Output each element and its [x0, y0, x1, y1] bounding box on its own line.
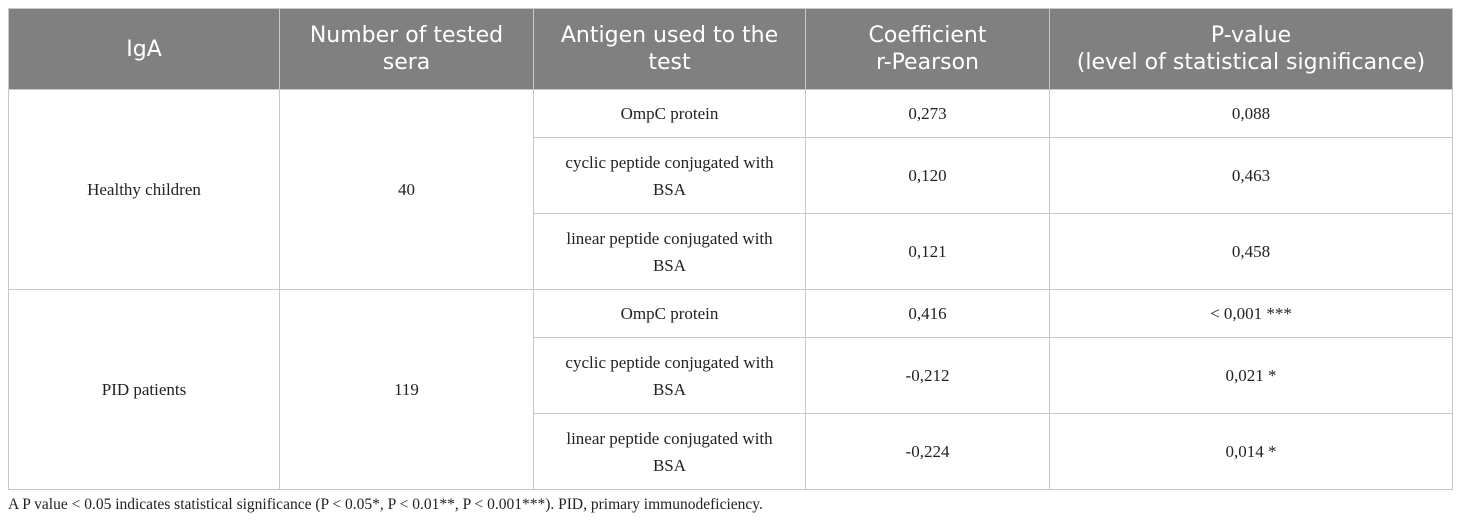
- cell-text: OmpC protein: [620, 304, 719, 323]
- table-row: cyclic peptide conjugated with BSA -0,212…: [9, 337, 1453, 414]
- header-row: IgA Number of tested sera Antigen used to t…: [8, 8, 1453, 90]
- data-table: IgA Number of tested sera Antigen used to t…: [8, 8, 1453, 490]
- cell-text: < 0,001 ***: [1210, 304, 1292, 323]
- r-pearson: 0,121: [805, 213, 1050, 290]
- header-line: P-value: [1210, 23, 1292, 48]
- cell-text: 0,463: [1231, 166, 1271, 185]
- table-body: Healthy children 40 OmpC protein 0,273 0,088…: [8, 89, 1453, 490]
- table-row: Healthy children 40 OmpC protein 0,273 0,088: [8, 89, 1453, 290]
- group-label: PID patients: [8, 289, 280, 490]
- cell-text: linear peptide conjugated with BSA: [566, 228, 773, 275]
- cell-text: 0,416: [908, 304, 947, 323]
- r-pearson: 0,416: [805, 289, 1050, 338]
- antigen: OmpC protein: [533, 289, 806, 338]
- table-row: cyclic peptide conjugated with BSA 0,120 0…: [9, 137, 1453, 214]
- cell-text: 0,458: [1231, 242, 1271, 261]
- header-line: Antigen used to the: [560, 23, 779, 48]
- cell-text: 0,014 *: [1225, 442, 1277, 461]
- header-line: r-Pearson: [876, 50, 979, 75]
- table-row: linear peptide conjugated with BSA -0,224…: [9, 413, 1453, 490]
- table-wrap: IgA Number of tested sera Antigen used to t…: [8, 8, 1453, 490]
- p-value: 0,458: [1049, 213, 1453, 290]
- header-cell: Antigen used to the test: [533, 8, 806, 90]
- cell-text: 0,021 *: [1225, 366, 1277, 385]
- p-value: 0,021 *: [1049, 337, 1453, 414]
- r-pearson: 0,120: [805, 137, 1050, 214]
- header-cell: Coefficient r-Pearson: [805, 8, 1050, 90]
- group-count: 40: [279, 89, 534, 290]
- antigen: linear peptide conjugated with BSA: [533, 213, 806, 290]
- antigen: OmpC protein: [533, 89, 806, 138]
- header-line: sera: [382, 50, 431, 75]
- footnote: A P value < 0.05 indicates statistical s…: [8, 496, 763, 513]
- header-line: test: [648, 50, 691, 75]
- cell-text: -0,224: [905, 442, 950, 461]
- cell-text: cyclic peptide conjugated with BSA: [565, 152, 774, 199]
- header-line: IgA: [126, 36, 162, 62]
- cell-text: linear peptide conjugated with BSA: [566, 428, 773, 475]
- cell-text: cyclic peptide conjugated with BSA: [565, 352, 774, 399]
- cell-text: 0,120: [908, 166, 947, 185]
- antigen: cyclic peptide conjugated with BSA: [533, 337, 806, 414]
- r-pearson: 0,273: [805, 89, 1050, 138]
- header-cell: P-value (level of statistical significanc…: [1049, 8, 1453, 90]
- cell-text: 0,273: [908, 104, 947, 123]
- table-row: PID patients 119 OmpC protein 0,416 < 0,001 …: [8, 289, 1453, 490]
- p-value: 0,088: [1049, 89, 1453, 138]
- cell-text: 0,088: [1231, 104, 1271, 123]
- header-cell: Number of tested sera: [279, 8, 534, 90]
- table-row: linear peptide conjugated with BSA 0,121 0…: [9, 213, 1453, 290]
- group-count: 119: [279, 289, 534, 490]
- cell-text: -0,212: [905, 366, 950, 385]
- antigen: cyclic peptide conjugated with BSA: [533, 137, 806, 214]
- header-cell: IgA: [8, 8, 280, 90]
- header-line: Number of tested: [309, 23, 504, 48]
- p-value: 0,014 *: [1049, 413, 1453, 490]
- r-pearson: -0,224: [805, 413, 1050, 490]
- header-line: Coefficient: [868, 23, 987, 48]
- cell-text: 0,121: [908, 242, 947, 261]
- header-line: (level of statistical significance): [1076, 50, 1426, 75]
- group-label: Healthy children: [8, 89, 280, 290]
- cell-text: OmpC protein: [620, 104, 719, 123]
- antigen: linear peptide conjugated with BSA: [533, 413, 806, 490]
- p-value: < 0,001 ***: [1049, 289, 1453, 338]
- r-pearson: -0,212: [805, 337, 1050, 414]
- p-value: 0,463: [1049, 137, 1453, 214]
